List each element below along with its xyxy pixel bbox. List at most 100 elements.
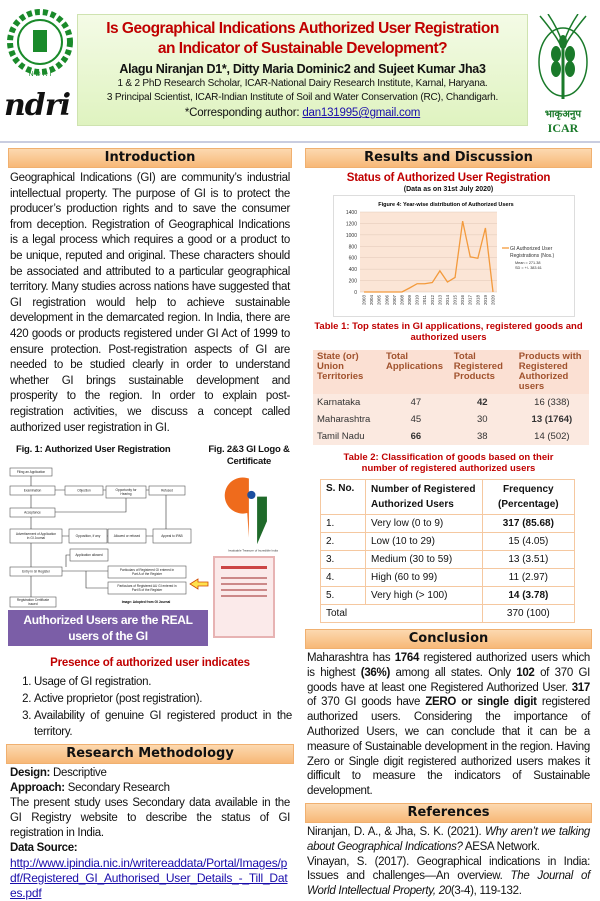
flow-label: Application allowed <box>75 553 103 557</box>
table-cell: Medium (30 to 59) <box>366 551 483 569</box>
flow-label-line: Part A of the Register <box>132 572 163 576</box>
icar-hindi-text: भाकृअनुप <box>530 109 596 121</box>
icar-logo: भाकृअनुप ICAR <box>530 14 596 134</box>
x-tick-label: 2004 <box>369 295 374 306</box>
design-label: Design: <box>10 767 50 779</box>
fig23-title: Fig. 2&3 GI Logo & Certificate <box>206 444 292 468</box>
column-header: S. No. <box>321 480 366 515</box>
flow-label-line: Allowed or refused <box>114 534 141 538</box>
approach-value: Secondary Research <box>65 782 170 794</box>
flow-label: Opposition, if any <box>76 534 101 538</box>
flow-label: Acceptance <box>24 511 41 515</box>
table-row: 2.Low (10 to 29)15 (4.05) <box>321 533 575 551</box>
table-row: 3.Medium (30 to 59)13 (3.51) <box>321 551 575 569</box>
methodology-body: Design: Descriptive Approach: Secondary … <box>8 766 292 901</box>
results-heading: Results and Discussion <box>305 148 592 168</box>
design-value: Descriptive <box>50 767 106 779</box>
corresponding-author: *Corresponding author: dan131995@gmail.c… <box>78 105 527 121</box>
table-cell: 14 (502) <box>515 428 589 445</box>
table-cell: Tamil Nadu <box>313 428 382 445</box>
table-cell: 15 (4.05) <box>482 533 574 551</box>
x-tick-label: 2019 <box>483 295 488 306</box>
year-wise-line-chart: Figure 4: Year-wise distribution of Auth… <box>333 195 575 317</box>
table-cell: Total <box>321 605 483 623</box>
table-row: 4.High (60 to 99)11 (2.97) <box>321 569 575 587</box>
y-tick-label: 1200 <box>346 221 357 227</box>
flow-label-line: issued <box>28 602 37 606</box>
table-cell: Karnataka <box>313 394 382 411</box>
design-line: Design: Descriptive <box>10 766 290 781</box>
legend-mean: Mean = 271.38 <box>515 261 540 265</box>
gi-logo-caption: Invaluable Treasure of Incredible India <box>228 549 278 553</box>
table-cell: Low (10 to 29) <box>366 533 483 551</box>
table-header-row: S. No.Number of Registered Authorized Us… <box>321 480 575 515</box>
classification-table: S. No.Number of Registered Authorized Us… <box>320 479 575 623</box>
x-tick-label: 2008 <box>399 295 404 306</box>
flow-label-line: Filing an Application <box>17 470 46 474</box>
x-tick-label: 2016 <box>460 295 465 306</box>
legend-sd: SD = +/- 383.61 <box>515 266 542 270</box>
column-header: Products with Registered Authorized user… <box>515 350 589 394</box>
table-cell: 38 <box>450 428 515 445</box>
email-link[interactable]: dan131995@gmail.com <box>302 107 420 119</box>
flow-label-line: Hearing <box>120 492 131 496</box>
x-tick-label: 2014 <box>445 295 450 306</box>
flow-label-line: Objection <box>77 489 91 493</box>
x-tick-label: 2012 <box>430 295 435 306</box>
poster-title: Is Geographical Indications Authorized U… <box>78 19 527 39</box>
flow-label-line: Appeal to IPAB <box>161 534 182 538</box>
authors: Alagu Niranjan D1*, Ditty Maria Dominic2… <box>78 61 527 77</box>
table-cell: 47 <box>382 394 450 411</box>
introduction-body: Geographical Indications (GI) are commun… <box>8 171 292 436</box>
x-tick-label: 2010 <box>415 295 420 306</box>
table-cell: 16 (338) <box>515 394 589 411</box>
plot-area <box>360 212 497 292</box>
flow-label-line: Part B of the Register <box>132 588 163 592</box>
x-tick-label: 2013 <box>437 295 442 306</box>
flow-label: Objection <box>77 489 91 493</box>
arrow-icon <box>190 579 208 589</box>
table-cell: 5. <box>321 587 366 605</box>
table-cell: 66 <box>382 428 450 445</box>
flow-label: Refused <box>161 489 173 493</box>
column-header: Frequency (Percentage) <box>482 480 574 515</box>
corresponding-label: *Corresponding author: <box>185 107 303 119</box>
approach-label: Approach: <box>10 782 65 794</box>
x-tick-label: 2007 <box>392 295 397 306</box>
table-cell: 13 (3.51) <box>482 551 574 569</box>
x-tick-label: 2011 <box>422 295 427 305</box>
image-credit: Image: Adopted from GI Journal <box>122 600 171 604</box>
icar-text: ICAR <box>530 121 596 135</box>
y-tick-label: 600 <box>349 256 358 262</box>
x-tick-label: 2017 <box>468 295 473 306</box>
x-tick-label: 2009 <box>407 295 412 306</box>
chart-title: Figure 4: Year-wise distribution of Auth… <box>378 202 513 208</box>
flow-label: Filing an Application <box>17 470 46 474</box>
y-tick-label: 800 <box>349 244 358 250</box>
table-cell: 14 (3.78) <box>482 587 574 605</box>
table-cell: 317 (85.68) <box>482 515 574 533</box>
table-cell: 2. <box>321 533 366 551</box>
x-tick-label: 2006 <box>384 295 389 306</box>
ndri-seal-logo: N D R I <box>6 6 74 80</box>
table-cell: 30 <box>450 411 515 428</box>
table-cell: 370 (100) <box>482 605 574 623</box>
data-source-link[interactable]: http://www.ipindia.nic.in/writereaddata/… <box>10 856 290 901</box>
table-cell: 11 (2.97) <box>482 569 574 587</box>
status-title: Status of Authorized User Registration <box>305 171 592 185</box>
conclusion-heading: Conclusion <box>305 629 592 649</box>
affiliation-1: 1 & 2 PhD Research Scholar, ICAR-Nationa… <box>78 77 527 91</box>
table-cell: 1. <box>321 515 366 533</box>
flow-label-line: Refused <box>161 489 173 493</box>
references-heading: References <box>305 803 592 823</box>
table-cell: 4. <box>321 569 366 587</box>
flow-label-line: in GI Journal <box>27 536 45 540</box>
methodology-text: The present study uses Secondary data av… <box>10 796 290 841</box>
affiliation-2: 3 Principal Scientist, ICAR-Indian Insti… <box>78 91 527 105</box>
reference-item: Niranjan, D. A., & Jha, S. K. (2021). Wh… <box>307 825 590 855</box>
